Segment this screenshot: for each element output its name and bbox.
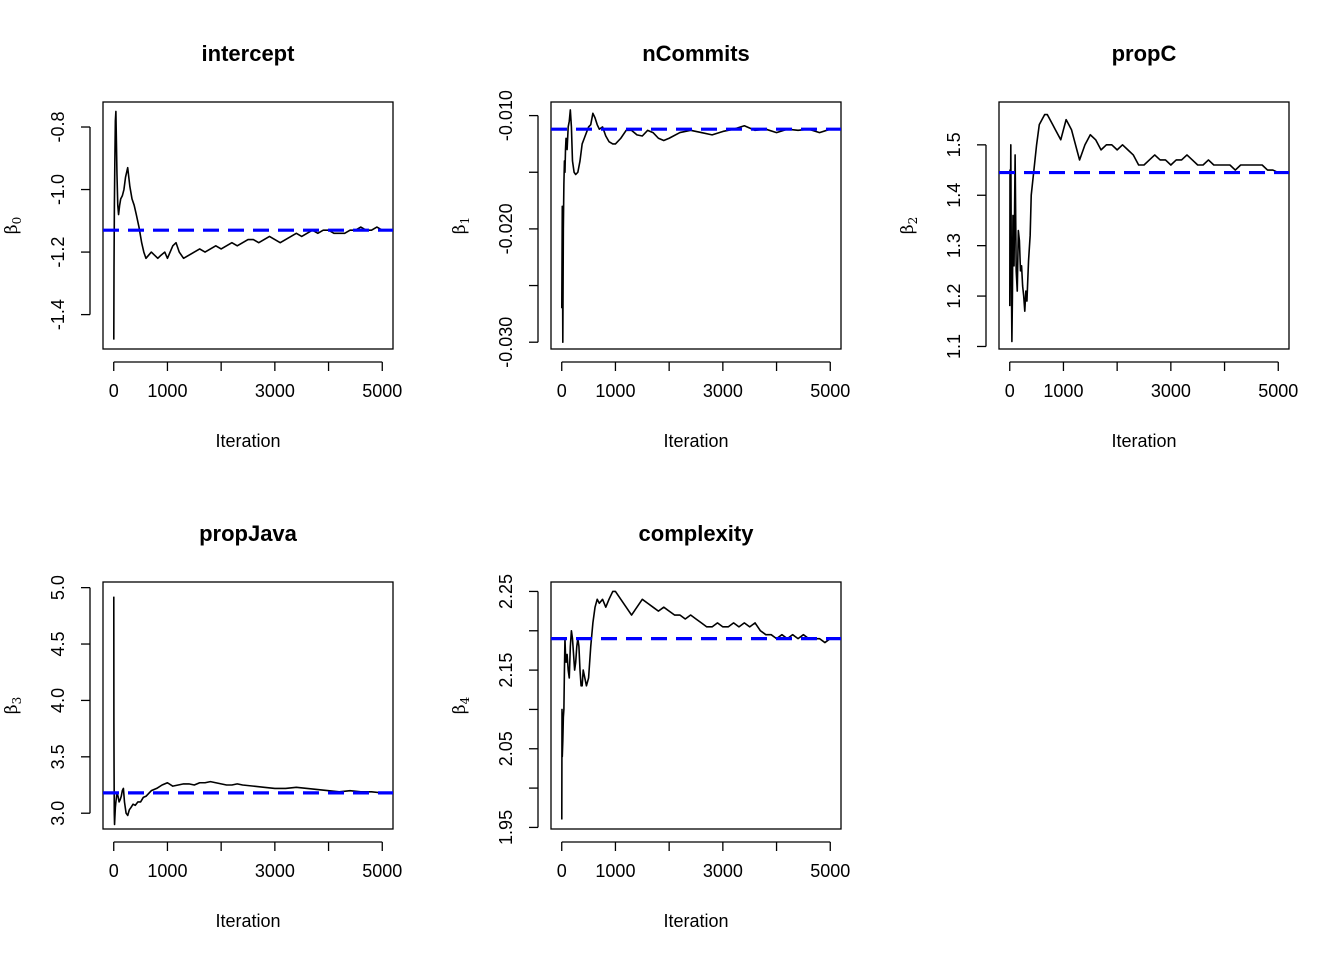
plot-frame (102, 581, 394, 830)
x-tick-label: 3000 (1151, 381, 1191, 401)
y-tick-label: 1.3 (944, 233, 964, 258)
y-tick-label: 2.15 (496, 653, 516, 688)
y-tick-label: 4.0 (48, 688, 68, 713)
x-tick-label: 5000 (1258, 381, 1298, 401)
y-tick-label: 3.0 (48, 801, 68, 826)
x-axis-label: Iteration (215, 911, 280, 931)
trace-line (560, 590, 831, 820)
y-axis-label-subscript: 1 (458, 217, 472, 225)
y-axis-label-subscript: 0 (10, 217, 24, 225)
y-axis-label: β3 (2, 697, 24, 714)
plot-frame (102, 101, 394, 350)
y-axis-label-subscript: 2 (906, 217, 920, 225)
y-tick-label: 1.95 (496, 810, 516, 845)
y-axis-label: β2 (898, 217, 920, 234)
plot-title: intercept (202, 41, 296, 66)
y-tick-label: -1.4 (48, 299, 68, 330)
y-tick-label: -0.010 (496, 90, 516, 141)
x-tick-label: 0 (109, 861, 119, 881)
y-axis-label-symbol: β (450, 704, 470, 714)
plot-frame (550, 581, 842, 830)
y-tick-label: 1.2 (944, 284, 964, 309)
panel-propc: propC 0 1000 3000 5000 Iteration 1.1 1.2 1.3 1.4 1… (898, 41, 1298, 451)
y-axis-label: β0 (2, 217, 24, 234)
x-tick-label: 5000 (810, 381, 850, 401)
y-axis-label-symbol: β (2, 224, 22, 234)
y-tick-label: 1.5 (944, 132, 964, 157)
plot-title: propC (1112, 41, 1177, 66)
y-axis-label-symbol: β (2, 704, 22, 714)
trace-line (112, 110, 383, 340)
y-axis-label: β1 (450, 217, 472, 234)
y-tick-label: 2.25 (496, 574, 516, 609)
x-tick-label: 3000 (255, 861, 295, 881)
x-tick-label: 1000 (595, 381, 635, 401)
y-axis-label-symbol: β (898, 224, 918, 234)
y-axis-label-symbol: β (450, 224, 470, 234)
y-tick-label: 2.05 (496, 731, 516, 766)
y-tick-label: -1.0 (48, 174, 68, 205)
x-tick-label: 5000 (362, 381, 402, 401)
x-tick-label: 0 (557, 381, 567, 401)
y-tick-label: 1.1 (944, 334, 964, 359)
y-tick-label: 3.5 (48, 744, 68, 769)
y-axis-label: β4 (450, 696, 472, 714)
plot-frame (998, 101, 1290, 350)
x-axis-label: Iteration (1111, 431, 1176, 451)
x-tick-label: 3000 (255, 381, 295, 401)
y-tick-label: 5.0 (48, 575, 68, 600)
panel-ncommits: nCommits 0 1000 3000 5000 Iteration -0.030 -0.0… (450, 41, 850, 451)
x-tick-label: 0 (109, 381, 119, 401)
panel-propjava: propJava 0 1000 3000 5000 Iteration 3.0 3.5 4.0 4… (2, 521, 402, 931)
y-tick-label: -0.020 (496, 203, 516, 254)
x-axis-label: Iteration (663, 431, 728, 451)
x-tick-label: 1000 (147, 381, 187, 401)
trace-line (560, 109, 831, 343)
x-tick-label: 1000 (595, 861, 635, 881)
plot-title: propJava (199, 521, 298, 546)
x-axis-label: Iteration (663, 911, 728, 931)
x-tick-label: 5000 (810, 861, 850, 881)
panel-complexity: complexity 0 1000 3000 5000 Iteration 1.95 2.05… (450, 521, 850, 931)
x-tick-label: 5000 (362, 861, 402, 881)
x-tick-label: 1000 (147, 861, 187, 881)
x-tick-label: 0 (557, 861, 567, 881)
x-tick-label: 1000 (1043, 381, 1083, 401)
trace-line (1008, 113, 1279, 343)
trace-line (112, 596, 383, 826)
plot-title: complexity (639, 521, 755, 546)
y-axis-label-subscript: 4 (458, 696, 472, 704)
y-tick-label: -1.2 (48, 237, 68, 268)
plot-frame (550, 101, 842, 350)
panel-intercept: intercept 0 1000 3000 5000 Iteration -1.4 -1.2 -… (2, 41, 402, 451)
y-tick-label: 4.5 (48, 632, 68, 657)
y-axis-label-subscript: 3 (10, 697, 24, 705)
x-tick-label: 3000 (703, 381, 743, 401)
x-axis-label: Iteration (215, 431, 280, 451)
x-tick-label: 0 (1005, 381, 1015, 401)
y-tick-label: -0.030 (496, 317, 516, 368)
y-tick-label: 1.4 (944, 183, 964, 208)
plot-title: nCommits (642, 41, 750, 66)
x-tick-label: 3000 (703, 861, 743, 881)
y-tick-label: -0.8 (48, 111, 68, 142)
